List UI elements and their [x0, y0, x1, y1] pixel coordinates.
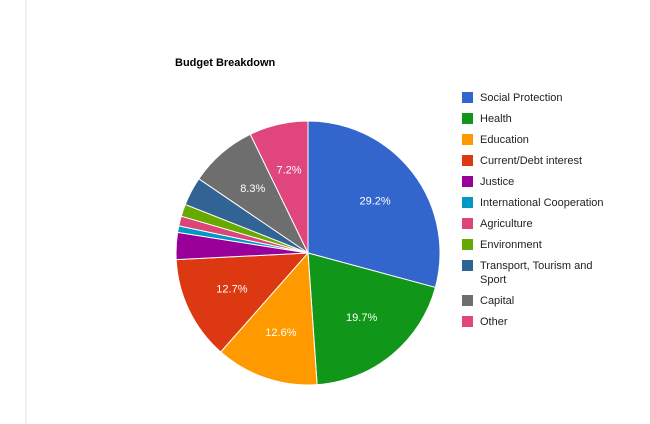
legend: Social Protection Health Education Current/…: [462, 91, 612, 329]
legend-item: Other: [462, 315, 612, 329]
legend-label: Capital: [480, 295, 515, 307]
slice-label: 12.7%: [216, 284, 247, 296]
legend-label: Other: [480, 316, 508, 328]
legend-item: Education: [462, 133, 612, 147]
legend-label: Health: [480, 113, 512, 125]
legend-item: Agriculture: [462, 217, 612, 231]
slice-label: 19.7%: [346, 312, 377, 324]
legend-label: Social Protection: [480, 92, 563, 104]
chart-title: Budget Breakdown: [175, 57, 276, 69]
pie-slice: [307, 252, 437, 386]
pie-slice: [307, 120, 441, 289]
slice-label: 12.6%: [265, 327, 296, 339]
legend-item: Current/Debt interest: [462, 154, 612, 168]
legend-item: International Cooperation: [462, 196, 612, 210]
legend-label: Current/Debt interest: [480, 155, 583, 167]
pie-slice: [249, 120, 309, 254]
legend-swatch: [462, 134, 473, 145]
legend-swatch: [462, 197, 473, 208]
legend-swatch: [462, 260, 473, 271]
legend-swatch: [462, 155, 473, 166]
legend-swatch: [462, 295, 473, 306]
legend-label: International Cooperation: [480, 197, 604, 209]
legend-item: Environment: [462, 238, 612, 252]
legend-label: Environment: [480, 239, 542, 251]
slice-label: 29.2%: [359, 196, 390, 208]
legend-swatch: [462, 113, 473, 124]
slice-label: 7.2%: [277, 165, 302, 177]
legend-item: Transport, Tourism and Sport: [462, 259, 612, 287]
legend-swatch: [462, 176, 473, 187]
legend-item: Social Protection: [462, 91, 612, 105]
slice-label: 8.3%: [240, 183, 265, 195]
legend-swatch: [462, 316, 473, 327]
pie-slice: [220, 251, 318, 386]
legend-label: Transport, Tourism and Sport: [480, 260, 593, 286]
legend-swatch: [462, 239, 473, 250]
legend-label: Education: [480, 134, 529, 146]
legend-swatch: [462, 218, 473, 229]
legend-item: Capital: [462, 294, 612, 308]
legend-label: Agriculture: [480, 218, 533, 230]
legend-item: Health: [462, 112, 612, 126]
legend-item: Justice: [462, 175, 612, 189]
pie-slice: [175, 252, 310, 353]
legend-label: Justice: [480, 176, 515, 188]
legend-swatch: [462, 92, 473, 103]
